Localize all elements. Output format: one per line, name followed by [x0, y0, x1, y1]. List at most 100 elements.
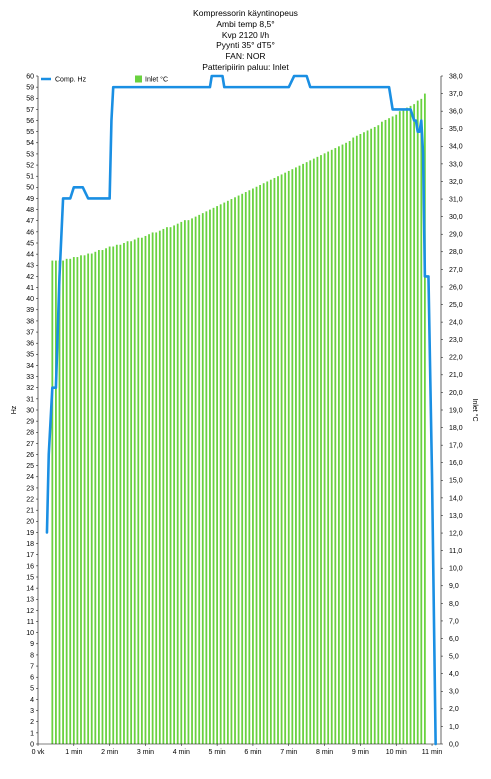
inlet-bar — [309, 160, 312, 744]
y-right-tick-label: 23,0 — [449, 337, 463, 344]
y-left-tick-label: 7 — [30, 663, 34, 670]
y-right-tick-label: 11,0 — [449, 548, 462, 555]
inlet-bar — [398, 111, 401, 744]
inlet-bar — [312, 158, 315, 744]
y-left-tick-label: 26 — [26, 452, 34, 459]
y-left-tick-label: 29 — [26, 419, 34, 426]
title-line-1: Kompressorin käyntinopeus — [193, 8, 298, 18]
y-right-tick-label: 0,0 — [449, 741, 459, 748]
inlet-bar — [305, 162, 308, 744]
inlet-bar — [423, 93, 426, 744]
inlet-bar — [284, 172, 287, 744]
inlet-bar — [101, 250, 104, 744]
inlet-bar — [334, 148, 337, 744]
y-left-tick-label: 3 — [30, 708, 34, 715]
y-left-tick-label: 18 — [26, 541, 34, 548]
y-right-tick-label: 13,0 — [449, 513, 463, 520]
y-right-tick-label: 34,0 — [449, 144, 463, 151]
inlet-bar — [252, 188, 254, 744]
inlet-bar — [90, 253, 93, 745]
inlet-bar — [295, 167, 297, 744]
inlet-bar — [151, 232, 154, 744]
inlet-bar — [94, 251, 97, 745]
inlet-bar — [330, 149, 333, 744]
x-tick-label: 2 min — [101, 749, 118, 756]
y-left-tick-label: 2 — [30, 719, 34, 726]
y-left-tick-label: 37 — [26, 329, 34, 336]
y-left-tick-label: 50 — [26, 185, 34, 192]
inlet-bar — [80, 255, 82, 744]
y-left-tick-label: 59 — [26, 85, 34, 92]
y-left-tick-label: 10 — [26, 630, 34, 637]
y-left-tick-label: 41 — [26, 285, 34, 292]
y-left-tick-label: 25 — [26, 463, 34, 470]
inlet-bar — [255, 186, 258, 744]
y-right-tick-label: 4,0 — [449, 671, 459, 678]
inlet-bar — [302, 163, 304, 744]
y-right-tick-label: 16,0 — [449, 460, 463, 467]
y-left-tick-label: 47 — [26, 218, 34, 225]
inlet-bar — [341, 144, 344, 744]
inlet-bar — [241, 193, 244, 744]
inlet-bar — [65, 258, 68, 744]
title-line-4: Pyynti 35° dT5° — [216, 40, 275, 51]
inlet-bar — [248, 190, 251, 744]
x-tick-label: 3 min — [137, 749, 154, 756]
y-left-tick-label: 60 — [26, 73, 34, 80]
y-right-tick-label: 14,0 — [449, 495, 463, 502]
legend: Comp. Hz Inlet °C — [41, 75, 168, 84]
x-tick-label: 9 min — [352, 749, 369, 756]
inlet-bar — [348, 141, 351, 745]
inlet-bar — [416, 100, 419, 745]
axes: 0123456789101112131415161718192021222324… — [26, 73, 463, 756]
inlet-bar — [352, 137, 355, 744]
x-tick-label: 0 vk — [32, 749, 45, 756]
y-right-tick-label: 6,0 — [449, 636, 459, 643]
y-right-tick-label: 37,0 — [449, 91, 463, 98]
inlet-bar — [262, 183, 265, 745]
inlet-bar — [345, 142, 347, 745]
inlet-bar — [373, 126, 376, 745]
inlet-bar — [370, 128, 373, 745]
inlet-bar — [158, 230, 161, 744]
y-right-tick-label: 7,0 — [449, 618, 459, 625]
y-left-tick-label: 0 — [30, 741, 34, 748]
y-right-tick-label: 10,0 — [449, 566, 463, 573]
y-right-tick-label: 20,0 — [449, 390, 463, 397]
inlet-bar — [223, 202, 226, 744]
y-left-tick-label: 49 — [26, 196, 34, 203]
y-right-tick-label: 17,0 — [449, 443, 463, 450]
y-axis-right-title: Inlet °C — [471, 398, 479, 421]
comp-hz-line — [45, 74, 437, 746]
y-left-tick-label: 27 — [26, 441, 34, 448]
y-right-tick-label: 25,0 — [449, 302, 463, 309]
inlet-bar — [140, 237, 143, 745]
y-left-tick-label: 44 — [26, 252, 34, 259]
y-right-tick-label: 19,0 — [449, 407, 463, 414]
inlet-bar — [363, 132, 365, 744]
inlet-bar — [201, 213, 204, 744]
y-left-tick-label: 46 — [26, 229, 34, 236]
y-left-tick-label: 48 — [26, 207, 34, 214]
y-left-tick-label: 43 — [26, 263, 34, 270]
title-line-3: Kvp 2120 l/h — [221, 29, 270, 40]
inlet-bar — [391, 116, 394, 745]
title-line-6: Patteripiirin paluu: Inlet — [202, 61, 289, 72]
inlet-bar — [205, 211, 208, 745]
y-left-tick-label: 42 — [26, 274, 34, 281]
y-left-tick-label: 20 — [26, 519, 34, 526]
y-left-tick-label: 12 — [26, 608, 34, 615]
y-left-tick-label: 19 — [26, 530, 34, 537]
y-right-tick-label: 3,0 — [449, 689, 459, 696]
x-tick-label: 10 min — [386, 749, 407, 756]
inlet-bar — [130, 241, 133, 745]
title-line-2: Ambi temp 8,5° — [216, 18, 275, 29]
y-left-tick-label: 17 — [26, 552, 34, 559]
inlet-bar — [62, 260, 64, 744]
y-axis-left-title: Hz — [11, 405, 18, 414]
inlet-bar — [126, 241, 129, 745]
inlet-bar — [212, 207, 215, 745]
inlet-bar — [230, 199, 233, 745]
y-right-tick-label: 8,0 — [449, 601, 459, 608]
y-right-tick-label: 21,0 — [449, 372, 463, 379]
